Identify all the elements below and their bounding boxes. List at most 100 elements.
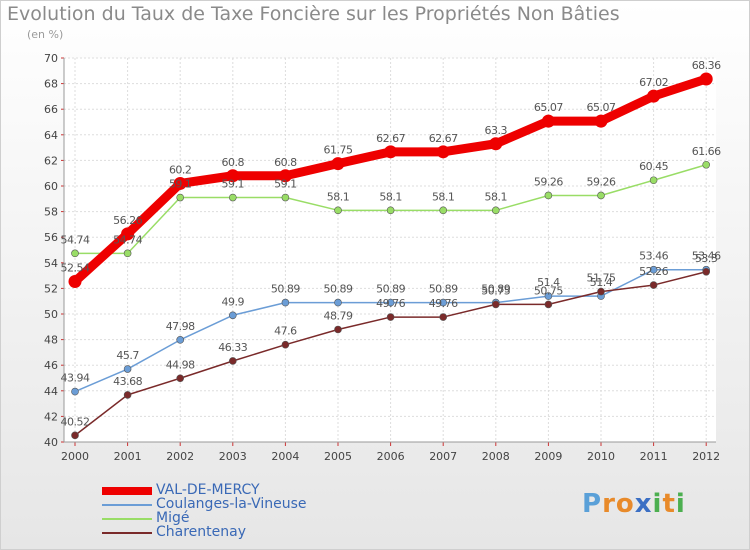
data-label: 59.26 bbox=[587, 175, 616, 188]
x-tick-label: 2002 bbox=[166, 450, 194, 463]
data-point bbox=[544, 191, 553, 200]
data-label: 60.8 bbox=[222, 156, 245, 169]
x-tick-label: 2010 bbox=[587, 450, 615, 463]
data-point bbox=[386, 206, 395, 215]
data-label: 65.07 bbox=[534, 101, 563, 114]
data-label: 54.74 bbox=[61, 233, 90, 246]
data-label: 53.3 bbox=[695, 252, 718, 265]
data-point bbox=[597, 287, 605, 296]
proxiti-logo: Proxiti bbox=[582, 489, 686, 519]
data-point bbox=[331, 157, 345, 171]
data-label: 53.46 bbox=[639, 250, 668, 263]
legend-label: Charentenay bbox=[156, 524, 247, 540]
data-label: 50.89 bbox=[376, 283, 405, 296]
y-tick-label: 64 bbox=[44, 129, 58, 142]
data-point bbox=[491, 206, 500, 215]
data-point bbox=[647, 89, 661, 103]
data-point bbox=[176, 374, 184, 383]
data-label: 48.79 bbox=[324, 309, 353, 322]
y-tick-label: 46 bbox=[44, 359, 58, 372]
data-point bbox=[334, 206, 342, 215]
data-label: 58.1 bbox=[485, 190, 508, 203]
y-tick-label: 40 bbox=[44, 436, 58, 449]
data-label: 49.76 bbox=[376, 297, 405, 310]
data-label: 62.67 bbox=[429, 132, 458, 145]
data-point bbox=[334, 325, 342, 334]
data-point bbox=[229, 311, 237, 320]
data-point bbox=[176, 336, 184, 344]
data-label: 52.26 bbox=[639, 265, 668, 278]
legend-swatch bbox=[102, 532, 152, 534]
data-point bbox=[386, 298, 395, 307]
data-point bbox=[436, 145, 450, 159]
data-point bbox=[541, 114, 555, 128]
data-label: 60.45 bbox=[639, 160, 668, 173]
logo-letter: x bbox=[634, 489, 653, 519]
x-tick-label: 2000 bbox=[61, 450, 89, 463]
legend-swatch bbox=[102, 487, 152, 495]
data-label: 49.9 bbox=[222, 295, 245, 308]
logo-letter: r bbox=[602, 489, 616, 519]
y-tick-label: 56 bbox=[44, 231, 58, 244]
data-point bbox=[699, 72, 713, 86]
data-point bbox=[702, 267, 711, 276]
data-point bbox=[229, 357, 237, 365]
y-tick-label: 62 bbox=[44, 154, 58, 167]
data-point bbox=[278, 169, 292, 183]
legend-label: Coulanges-la-Vineuse bbox=[156, 496, 307, 512]
data-label: 59.1 bbox=[274, 178, 297, 191]
data-label: 61.75 bbox=[324, 144, 353, 157]
data-label: 58.1 bbox=[432, 190, 455, 203]
data-label: 59.1 bbox=[222, 178, 245, 191]
data-label: 50.89 bbox=[324, 283, 353, 296]
data-point bbox=[123, 249, 132, 258]
y-tick-label: 42 bbox=[44, 410, 58, 423]
x-tick-label: 2006 bbox=[377, 450, 405, 463]
data-point bbox=[173, 176, 187, 190]
data-label: 62.67 bbox=[376, 132, 405, 145]
data-label: 58.1 bbox=[327, 190, 350, 203]
data-label: 50.75 bbox=[534, 284, 563, 297]
data-label: 63.3 bbox=[485, 124, 508, 137]
data-point bbox=[123, 391, 132, 399]
data-point bbox=[226, 169, 240, 183]
data-label: 60.8 bbox=[274, 156, 297, 169]
data-point bbox=[597, 191, 605, 200]
data-point bbox=[281, 340, 290, 349]
data-label: 53.46 bbox=[692, 250, 721, 263]
data-label: 51.4 bbox=[537, 276, 560, 289]
data-label: 59.1 bbox=[169, 178, 192, 191]
data-point bbox=[439, 206, 448, 215]
x-tick-label: 2004 bbox=[271, 450, 299, 463]
x-tick-label: 2012 bbox=[692, 450, 720, 463]
data-label: 59.26 bbox=[534, 175, 563, 188]
y-tick-label: 66 bbox=[44, 103, 58, 116]
y-tick-label: 52 bbox=[44, 282, 58, 295]
data-label: 50.89 bbox=[271, 283, 300, 296]
y-tick-label: 50 bbox=[44, 308, 58, 321]
data-point bbox=[439, 313, 448, 321]
data-label: 47.98 bbox=[166, 320, 195, 333]
y-unit-label: (en %) bbox=[27, 28, 64, 41]
data-point bbox=[281, 298, 290, 307]
data-point bbox=[544, 292, 553, 300]
data-point bbox=[384, 145, 398, 159]
data-point bbox=[123, 365, 132, 373]
data-label: 49.76 bbox=[429, 297, 458, 310]
data-point bbox=[121, 227, 135, 241]
data-label: 52.54 bbox=[61, 261, 90, 274]
data-label: 51.75 bbox=[587, 272, 616, 285]
y-tick-label: 44 bbox=[44, 385, 58, 398]
data-label: 65.07 bbox=[587, 101, 616, 114]
x-tick-label: 2008 bbox=[482, 450, 510, 463]
legend-label: VAL-DE-MERCY bbox=[156, 482, 260, 498]
data-point bbox=[281, 193, 290, 202]
data-point bbox=[594, 114, 608, 128]
y-tick-label: 48 bbox=[44, 334, 58, 347]
logo-letter: i bbox=[675, 489, 686, 519]
data-label: 45.7 bbox=[116, 349, 139, 362]
y-tick-label: 58 bbox=[44, 206, 58, 219]
x-tick-label: 2007 bbox=[429, 450, 457, 463]
data-label: 68.36 bbox=[692, 59, 721, 72]
